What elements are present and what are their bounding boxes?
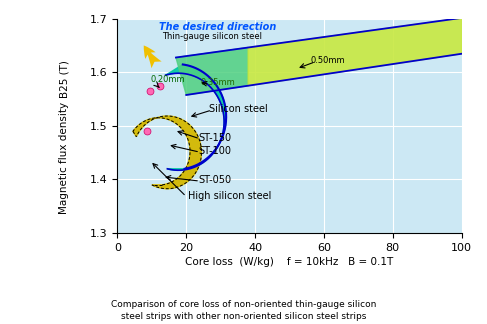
Text: Silicon steel: Silicon steel	[208, 104, 267, 113]
Text: 0.20mm: 0.20mm	[150, 75, 185, 84]
Text: Comparison of core loss of non-oriented thin-gauge silicon
steel strips with oth: Comparison of core loss of non-oriented …	[111, 300, 376, 321]
Text: 0.35mm: 0.35mm	[200, 78, 235, 87]
Text: ST-050: ST-050	[198, 175, 231, 185]
Text: The desired direction: The desired direction	[159, 22, 276, 32]
Text: ST-100: ST-100	[198, 146, 231, 156]
Polygon shape	[248, 18, 462, 86]
Polygon shape	[166, 64, 226, 170]
Polygon shape	[176, 48, 248, 95]
Text: High silicon steel: High silicon steel	[188, 191, 271, 201]
Text: Magnetic flux density: Magnetic flux density	[59, 102, 69, 214]
Text: B25 (T): B25 (T)	[59, 60, 69, 98]
Text: 0.50mm: 0.50mm	[310, 56, 345, 65]
Text: Thin-gauge silicon steel: Thin-gauge silicon steel	[162, 32, 262, 41]
Polygon shape	[133, 116, 202, 189]
X-axis label: Core loss  (W/kg)    f = 10kHz   B = 0.1T: Core loss (W/kg) f = 10kHz B = 0.1T	[186, 257, 393, 267]
Text: ST-150: ST-150	[198, 133, 231, 143]
